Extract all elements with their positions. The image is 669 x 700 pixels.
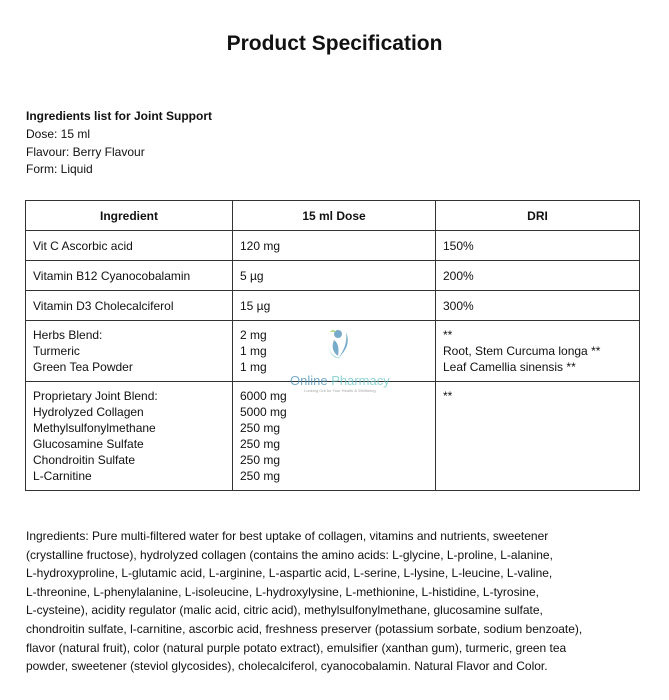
ingredient-line: Methylsulfonylmethane bbox=[33, 421, 156, 435]
ingredient-line: Chondroitin Sulfate bbox=[33, 453, 136, 467]
cell-dri: 150% bbox=[435, 230, 640, 261]
info-form: Form: Liquid bbox=[26, 162, 93, 177]
info-dose: Dose: 15 ml bbox=[26, 126, 91, 141]
ingredient-line: Vitamin D3 Cholecalciferol bbox=[33, 298, 174, 313]
cell-ingredient: Vitamin D3 Cholecalciferol bbox=[25, 290, 233, 321]
product-info: Ingredients list for Joint Support Dose:… bbox=[26, 108, 212, 179]
dose-line: 6000 mg bbox=[240, 389, 287, 403]
table-row: Vitamin B12 Cyanocobalamin 5 µg 200% bbox=[25, 260, 640, 291]
cell-dri: ** Root, Stem Curcuma longa ** Leaf Camell… bbox=[435, 320, 640, 382]
cell-dri: 200% bbox=[435, 260, 640, 291]
ingredient-line: Herbs Blend: bbox=[33, 328, 103, 342]
header-ingredient: Ingredient bbox=[25, 200, 233, 231]
cell-ingredient: Vit C Ascorbic acid bbox=[25, 230, 233, 261]
page-title: Product Specification bbox=[226, 32, 443, 55]
cell-dri: 300% bbox=[435, 290, 640, 321]
header-dose: 15 ml Dose bbox=[232, 200, 436, 231]
ingredients-line: (crystalline fructose), hydrolyzed colla… bbox=[26, 547, 553, 562]
dose-line: 1 mg bbox=[240, 344, 267, 358]
dose-line: 15 µg bbox=[240, 298, 271, 313]
dose-line: 5000 mg bbox=[240, 405, 287, 419]
ingredients-line: L-hydroxyproline, L-glutamic acid, L-arg… bbox=[26, 566, 553, 581]
dri-line: ** bbox=[443, 389, 453, 403]
dose-line: 250 mg bbox=[240, 421, 281, 435]
ingredient-line: Turmeric bbox=[33, 344, 80, 358]
ingredient-line: Green Tea Powder bbox=[33, 360, 133, 374]
dri-line: 200% bbox=[443, 268, 474, 283]
ingredients-line: Ingredients: Pure multi-filtered water f… bbox=[26, 529, 549, 543]
cell-dose: 6000 mg 5000 mg 250 mg 250 mg 250 mg 250 mg bbox=[232, 381, 436, 491]
cell-dose: 120 mg bbox=[232, 230, 436, 261]
dri-line: 150% bbox=[443, 238, 474, 253]
dose-line: 250 mg bbox=[240, 437, 281, 451]
ingredients-paragraph: Ingredients: Pure multi-filtered water f… bbox=[26, 527, 582, 676]
dose-line: 120 mg bbox=[240, 238, 281, 253]
spec-table: Ingredient 15 ml Dose DRI Vit C Ascorbic… bbox=[25, 200, 640, 491]
ingredients-line: chondroitin sulfate, l-carnitine, ascorb… bbox=[26, 621, 583, 636]
cell-ingredient: Vitamin B12 Cyanocobalamin bbox=[25, 260, 233, 291]
dose-line: 250 mg bbox=[240, 469, 281, 483]
ingredients-line: L-cysteine), acidity regulator (malic ac… bbox=[26, 603, 543, 618]
dri-line: Leaf Camellia sinensis ** bbox=[443, 360, 576, 374]
table-row: Vitamin D3 Cholecalciferol 15 µg 300% bbox=[25, 290, 640, 321]
cell-ingredient: Proprietary Joint Blend: Hydrolyzed Colla… bbox=[25, 381, 233, 491]
dose-line: 250 mg bbox=[240, 453, 281, 467]
dose-line: 2 mg bbox=[240, 328, 267, 342]
table-row: Vit C Ascorbic acid 120 mg 150% bbox=[25, 230, 640, 261]
info-heading: Ingredients list for Joint Support bbox=[26, 109, 212, 123]
cell-dri: ** bbox=[435, 381, 640, 491]
dri-line: ** bbox=[443, 328, 453, 342]
cell-dose: 5 µg bbox=[232, 260, 436, 291]
ingredient-line: Vitamin B12 Cyanocobalamin bbox=[33, 268, 191, 283]
cell-ingredient: Herbs Blend: Turmeric Green Tea Powder bbox=[25, 320, 233, 382]
table-row: Proprietary Joint Blend: Hydrolyzed Colla… bbox=[25, 381, 640, 491]
ingredients-line: L-threonine, L-phenylalanine, L-isoleuci… bbox=[26, 584, 539, 599]
cell-dose: 15 µg bbox=[232, 290, 436, 321]
ingredient-line: Vit C Ascorbic acid bbox=[33, 238, 133, 253]
ingredient-line: L-Carnitine bbox=[33, 469, 92, 483]
dose-line: 1 mg bbox=[240, 360, 267, 374]
table-row: Herbs Blend: Turmeric Green Tea Powder 2 mg… bbox=[25, 320, 640, 382]
ingredient-line: Hydrolyzed Collagen bbox=[33, 405, 144, 419]
info-flavour: Flavour: Berry Flavour bbox=[26, 144, 145, 159]
ingredient-line: Proprietary Joint Blend: bbox=[33, 389, 158, 403]
ingredients-line: powder, sweetener (steviol glycosides), … bbox=[26, 659, 548, 674]
ingredient-line: Glucosamine Sulfate bbox=[33, 437, 144, 451]
dose-line: 5 µg bbox=[240, 268, 264, 283]
header-dri: DRI bbox=[435, 200, 640, 231]
cell-dose: 2 mg 1 mg 1 mg bbox=[232, 320, 436, 382]
ingredients-line: flavor (natural fruit), color (natural p… bbox=[26, 640, 567, 655]
dri-line: Root, Stem Curcuma longa ** bbox=[443, 344, 601, 358]
dri-line: 300% bbox=[443, 298, 474, 313]
